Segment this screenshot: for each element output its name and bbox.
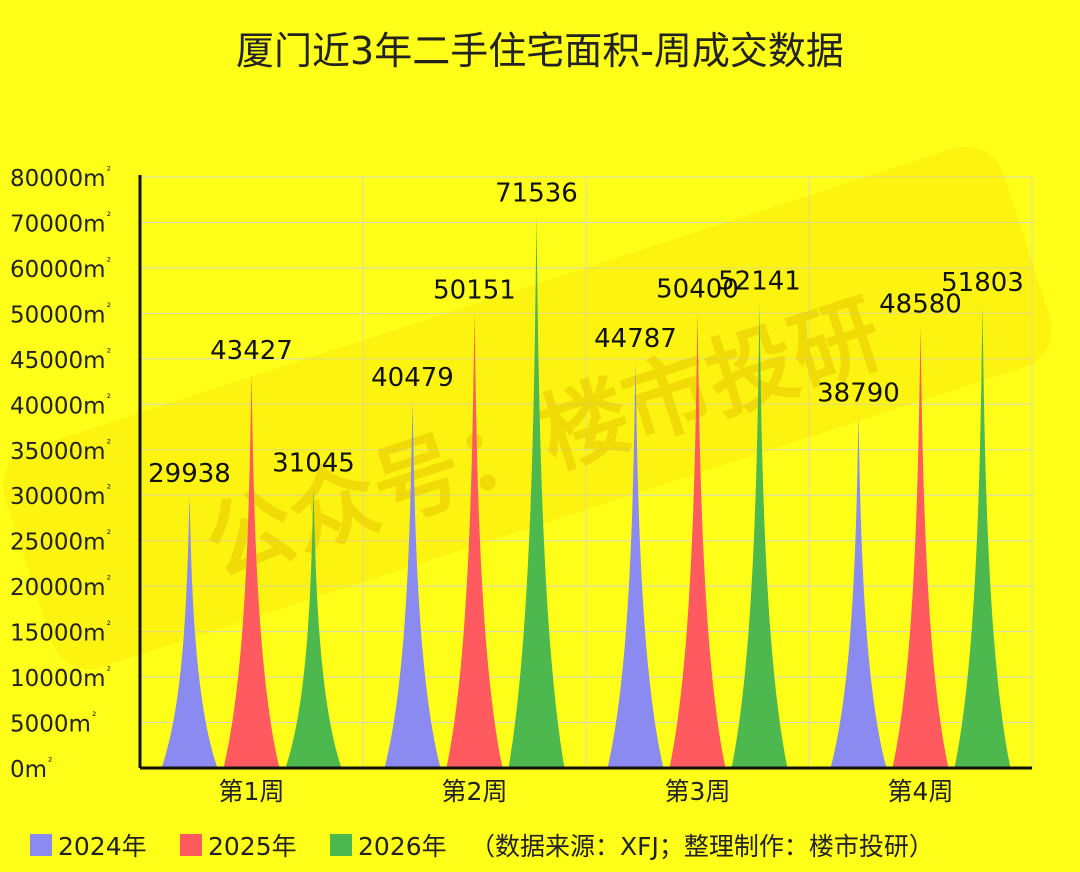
bar-2026年-第3周: [731, 303, 788, 768]
data-label: 52141: [718, 267, 801, 297]
y-tick-label: 60000m: [10, 257, 106, 283]
y-tick-label: 5000m: [10, 712, 91, 738]
y-tick-label: 70000m: [10, 211, 106, 237]
source-note: （数据来源：XFJ；整理制作：楼市投研）: [470, 832, 934, 861]
bar-2025年-第3周: [669, 311, 726, 768]
bar-2025年-第1周: [223, 373, 280, 768]
bar-2025年-第4周: [892, 326, 949, 768]
y-tick-label: 80000m: [10, 166, 106, 192]
chart-title: 厦门近3年二手住宅面积-周成交数据: [236, 29, 844, 73]
y-tick-label-superscript: ²: [107, 255, 111, 268]
y-tick-label-superscript: ²: [48, 755, 52, 768]
data-label: 31045: [272, 449, 355, 479]
legend-swatch: [330, 834, 352, 856]
bar-2024年-第2周: [384, 399, 441, 768]
x-category-label: 第3周: [665, 777, 731, 806]
y-tick-label-superscript: ²: [107, 482, 111, 495]
y-tick-label-superscript: ²: [107, 437, 111, 450]
y-tick-label-superscript: ²: [107, 300, 111, 313]
y-tick-label: 30000m: [10, 484, 106, 510]
y-tick-label: 45000m: [10, 348, 106, 374]
y-tick-label-superscript: ²: [107, 573, 111, 586]
bar-2024年-第1周: [161, 495, 218, 768]
category-labels: 第1周 第2周 第3周 第4周: [219, 777, 954, 806]
data-label: 29938: [148, 459, 231, 489]
data-label: 50151: [433, 276, 516, 306]
legend-entry: 2024年: [58, 832, 147, 861]
y-tick-label-superscript: ²: [107, 664, 111, 677]
y-tick-label: 0m: [10, 757, 47, 783]
watermark-band: [3, 146, 1052, 669]
y-tick-label: 40000m: [10, 393, 106, 419]
axes: [138, 175, 1032, 770]
legend-entry: 2025年: [208, 832, 297, 861]
y-tick-label-superscript: ²: [107, 346, 111, 359]
y-tick-label: 15000m: [10, 621, 106, 647]
bar-2026年-第4周: [954, 305, 1011, 768]
legend-swatch: [30, 834, 52, 856]
legend: 2024年 2025年 2026年 （数据来源：XFJ；整理制作：楼市投研）: [30, 832, 934, 861]
bar-2024年-第3周: [607, 360, 664, 768]
legend-entry: 2026年: [358, 832, 447, 861]
x-category-label: 第2周: [442, 777, 508, 806]
data-label: 44787: [594, 324, 677, 354]
y-tick-label: 50000m: [10, 302, 106, 328]
y-tick-label-superscript: ²: [107, 209, 111, 222]
x-category-label: 第4周: [888, 777, 954, 806]
x-category-label: 第1周: [219, 777, 285, 806]
data-label: 38790: [817, 378, 900, 408]
y-tick-label: 25000m: [10, 530, 106, 556]
y-tick-label-superscript: ²: [107, 619, 111, 632]
y-tick-label: 10000m: [10, 666, 106, 692]
data-label: 71536: [495, 178, 578, 208]
data-label: 50400: [656, 275, 739, 305]
y-tick-label-superscript: ²: [107, 528, 111, 541]
y-tick-label-superscript: ²: [107, 391, 111, 404]
legend-swatch: [180, 834, 202, 856]
data-label: 43427: [210, 336, 293, 366]
data-label: 48580: [879, 289, 962, 319]
data-label: 40479: [371, 363, 454, 393]
value-labels: 29938 43427 31045 40479 50151 71536 44787 50400…: [148, 178, 1024, 488]
bar-2024年-第4周: [830, 415, 887, 768]
y-tick-label-superscript: ²: [107, 164, 111, 177]
data-label: 51803: [941, 268, 1024, 298]
y-tick-label-superscript: ²: [92, 710, 96, 723]
bar-2025年-第2周: [446, 312, 503, 768]
y-tick-label: 35000m: [10, 439, 106, 465]
bar-2026年-第2周: [508, 215, 565, 769]
bar-2026年-第1周: [285, 485, 342, 768]
bars: [161, 215, 1011, 769]
y-tick-label: 20000m: [10, 575, 106, 601]
